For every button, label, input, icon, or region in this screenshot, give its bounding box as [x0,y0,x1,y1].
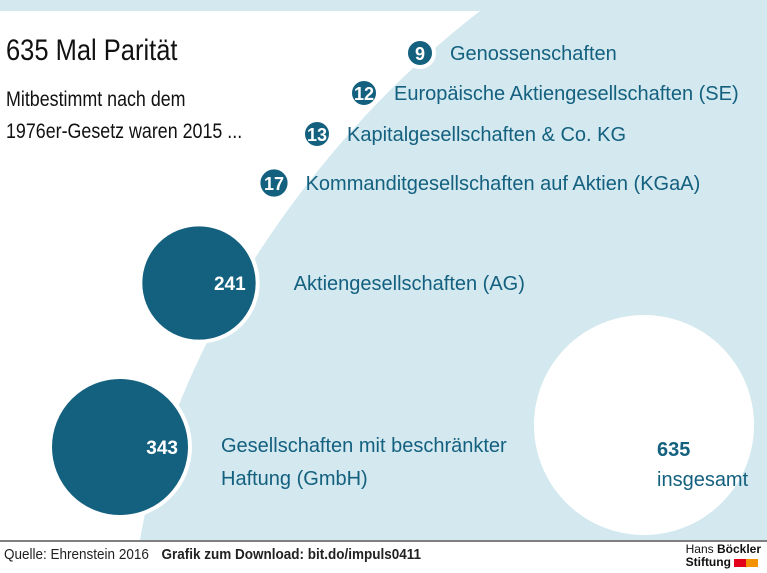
bubble [348,77,380,109]
bubble [256,165,292,201]
bubble-label: Kommanditgesellschaften auf Aktien (KGaA… [306,173,701,195]
bubble-value: 343 [146,438,178,459]
total-bubble [534,315,754,535]
subtitle-line: 1976er-Gesetz waren 2015 ... [6,120,243,143]
bubble-value: 12 [354,84,374,104]
subtitle-line: Mitbestimmt nach dem [6,88,186,111]
bubble [404,37,436,69]
bubble-label: Kapitalgesellschaften & Co. KG [347,124,626,146]
bubble-value: 17 [264,174,284,194]
logo: Hans Böckler Stiftung [686,543,761,569]
logo-text: Böckler [716,542,761,556]
total-label: insgesamt [657,469,749,491]
bubble-value: 241 [214,274,246,295]
subtitle: Mitbestimmt nach dem 1976er-Gesetz waren … [6,84,242,148]
source-text: Quelle: Ehrenstein 2016 [4,546,149,563]
bubble-label: Haftung (GmbH) [221,468,368,490]
footer: Quelle: Ehrenstein 2016 Grafik zum Downlo… [4,546,421,563]
total-value: 635 [657,439,690,461]
bubble-value: 13 [307,125,327,145]
logo-text: Stiftung [685,555,731,569]
bubble-label: Genossenschaften [450,43,617,65]
logo-text: Hans [685,542,714,556]
bubble-label: Europäische Aktiengesellschaften (SE) [394,83,739,105]
top-band [0,0,767,11]
bubble [138,222,260,344]
bubble-value: 9 [415,44,425,64]
bubble [301,118,333,150]
download-link[interactable]: Grafik zum Download: bit.do/impuls0411 [161,546,422,563]
bubble-label: Gesellschaften mit beschränkter [221,435,507,457]
bubble-label: Aktiengesellschaften (AG) [294,273,525,295]
bubble [48,375,192,519]
page-title: 635 Mal Parität [6,34,178,67]
